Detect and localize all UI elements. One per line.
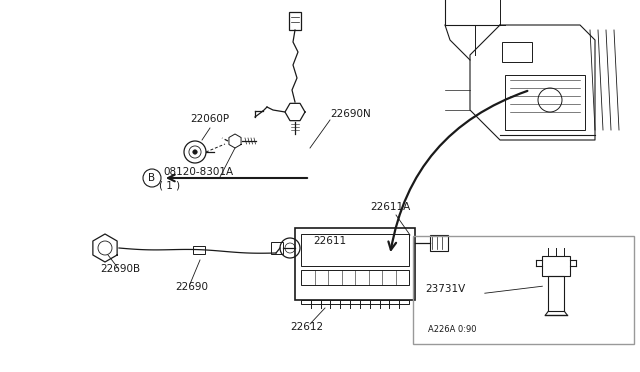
Bar: [193, 246, 205, 254]
Bar: [301, 270, 409, 285]
Text: 22612: 22612: [290, 322, 323, 332]
Text: 08120-8301A: 08120-8301A: [163, 167, 233, 177]
Text: A226A 0:90: A226A 0:90: [428, 325, 476, 334]
Bar: [542, 256, 570, 276]
Bar: [502, 42, 532, 62]
Bar: [271, 242, 283, 254]
Text: 22611: 22611: [313, 236, 346, 246]
Bar: [301, 300, 409, 304]
Bar: [548, 276, 564, 311]
Text: ( 1 ): ( 1 ): [159, 180, 180, 190]
Bar: [289, 12, 301, 30]
Text: 23731V: 23731V: [425, 284, 465, 294]
Text: 22690N: 22690N: [330, 109, 371, 119]
Text: B: B: [148, 173, 156, 183]
Bar: [301, 234, 409, 266]
Text: 22060P: 22060P: [190, 114, 229, 124]
Text: 22690B: 22690B: [100, 264, 140, 274]
Bar: [430, 235, 448, 251]
Bar: [295, 228, 415, 300]
Text: 22690: 22690: [175, 282, 208, 292]
Bar: [413, 236, 634, 344]
Text: 22611A: 22611A: [370, 202, 410, 212]
Circle shape: [193, 150, 197, 154]
Bar: [505, 75, 585, 130]
